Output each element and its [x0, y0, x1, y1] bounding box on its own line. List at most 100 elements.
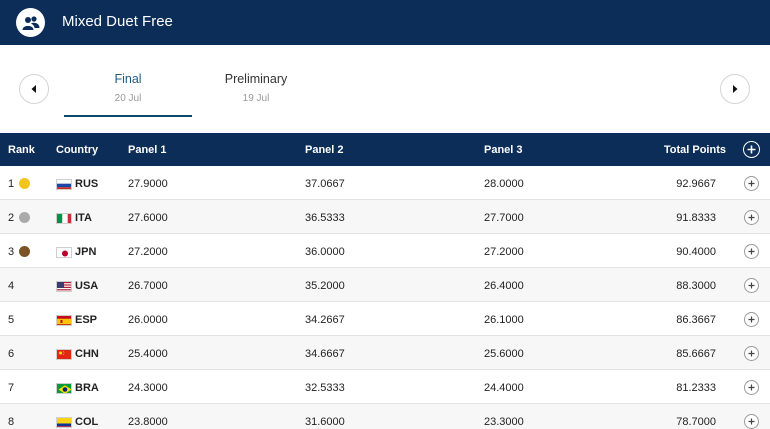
flag-china-icon — [56, 349, 72, 360]
caret-left-icon — [31, 85, 36, 93]
expand-row-button[interactable] — [744, 380, 759, 395]
panel-2-cell: 34.6667 — [305, 348, 345, 360]
total-points-cell: 86.3667 — [676, 314, 716, 326]
results-table-header: Rank Country Panel 1 Panel 2 Panel 3 Tot… — [0, 133, 770, 166]
plus-icon — [748, 384, 755, 391]
country-cell: RUS — [75, 178, 99, 190]
column-panel-3[interactable]: Panel 3 — [484, 144, 523, 156]
panel-3-cell: 27.7000 — [484, 212, 524, 224]
panel-3-cell: 24.4000 — [484, 382, 524, 394]
gold-medal-icon — [19, 178, 30, 189]
tab-final[interactable]: Final 20 Jul — [64, 69, 192, 117]
panel-1-cell: 24.3000 — [128, 382, 168, 394]
table-row[interactable]: 2 ITA 27.6000 36.5333 27.7000 91.8333 — [0, 200, 770, 234]
flag-japan-icon — [56, 247, 72, 258]
panel-3-cell: 27.2000 — [484, 246, 524, 258]
tab-final-date: 20 Jul — [114, 93, 142, 104]
panel-1-cell: 27.9000 — [128, 178, 168, 190]
flag-colombia-icon — [56, 417, 72, 428]
panel-2-cell: 34.2667 — [305, 314, 345, 326]
table-row[interactable]: 7 BRA 24.3000 32.5333 24.4000 81.2333 — [0, 370, 770, 404]
flag-russia-icon — [56, 179, 72, 190]
expand-row-button[interactable] — [744, 210, 759, 225]
country-cell: ITA — [75, 212, 92, 224]
expand-row-button[interactable] — [744, 244, 759, 259]
expand-row-button[interactable] — [744, 176, 759, 191]
country-cell: JPN — [75, 246, 97, 258]
tab-preliminary-label: Preliminary — [224, 72, 288, 86]
expand-row-button[interactable] — [744, 414, 759, 429]
rank-cell: 1 — [8, 178, 15, 190]
column-country[interactable]: Country — [56, 144, 99, 156]
event-header: Mixed Duet Free — [0, 0, 770, 45]
country-cell: USA — [75, 280, 99, 292]
expand-row-button[interactable] — [744, 312, 759, 327]
panel-3-cell: 26.4000 — [484, 280, 524, 292]
plus-icon — [748, 214, 755, 221]
rank-cell: 4 — [8, 280, 15, 292]
panel-1-cell: 27.2000 — [128, 246, 168, 258]
rank-cell: 6 — [8, 348, 15, 360]
panel-2-cell: 31.6000 — [305, 416, 345, 428]
total-points-cell: 81.2333 — [676, 382, 716, 394]
flag-brazil-icon — [56, 383, 72, 394]
panel-2-cell: 37.0667 — [305, 178, 345, 190]
plus-icon — [748, 418, 755, 425]
panel-1-cell: 27.6000 — [128, 212, 168, 224]
caret-right-icon — [733, 85, 738, 93]
previous-round-button[interactable] — [19, 74, 49, 104]
table-row[interactable]: 4 USA 26.7000 35.2000 26.4000 88.3000 — [0, 268, 770, 302]
total-points-cell: 78.7000 — [676, 416, 716, 428]
plus-icon — [748, 350, 755, 357]
expand-row-button[interactable] — [744, 278, 759, 293]
flag-spain-icon — [56, 315, 72, 326]
table-row[interactable]: 3 JPN 27.2000 36.0000 27.2000 90.4000 — [0, 234, 770, 268]
panel-2-cell: 36.0000 — [305, 246, 345, 258]
panel-3-cell: 26.1000 — [484, 314, 524, 326]
panel-2-cell: 32.5333 — [305, 382, 345, 394]
rank-cell: 2 — [8, 212, 15, 224]
next-round-button[interactable] — [720, 74, 750, 104]
total-points-cell: 88.3000 — [676, 280, 716, 292]
column-total-points[interactable]: Total Points — [663, 144, 726, 156]
plus-icon — [748, 282, 755, 289]
tab-final-label: Final — [114, 72, 142, 86]
column-rank[interactable]: Rank — [8, 144, 35, 156]
column-panel-2[interactable]: Panel 2 — [305, 144, 344, 156]
panel-3-cell: 25.6000 — [484, 348, 524, 360]
flag-usa-icon — [56, 281, 72, 292]
panel-3-cell: 28.0000 — [484, 178, 524, 190]
table-row[interactable]: 8 COL 23.8000 31.6000 23.3000 78.7000 — [0, 404, 770, 429]
panel-3-cell: 23.3000 — [484, 416, 524, 428]
bronze-medal-icon — [19, 246, 30, 257]
table-row[interactable]: 5 ESP 26.0000 34.2667 26.1000 86.3667 — [0, 302, 770, 336]
panel-2-cell: 36.5333 — [305, 212, 345, 224]
rank-cell: 3 — [8, 246, 15, 258]
plus-icon — [748, 316, 755, 323]
column-panel-1[interactable]: Panel 1 — [128, 144, 167, 156]
rank-cell: 8 — [8, 416, 15, 428]
total-points-cell: 92.9667 — [676, 178, 716, 190]
rank-cell: 7 — [8, 382, 15, 394]
total-points-cell: 90.4000 — [676, 246, 716, 258]
country-cell: BRA — [75, 382, 99, 394]
table-row[interactable]: 6 CHN 25.4000 34.6667 25.6000 85.6667 — [0, 336, 770, 370]
tab-preliminary[interactable]: Preliminary 19 Jul — [192, 69, 320, 117]
rank-cell: 5 — [8, 314, 15, 326]
panel-1-cell: 26.7000 — [128, 280, 168, 292]
panel-2-cell: 35.2000 — [305, 280, 345, 292]
panel-1-cell: 23.8000 — [128, 416, 168, 428]
table-row[interactable]: 1 RUS 27.9000 37.0667 28.0000 92.9667 — [0, 166, 770, 200]
country-cell: ESP — [75, 314, 98, 326]
flag-italy-icon — [56, 213, 72, 224]
total-points-cell: 85.6667 — [676, 348, 716, 360]
silver-medal-icon — [19, 212, 30, 223]
plus-icon — [748, 180, 755, 187]
plus-icon — [747, 145, 756, 154]
panel-1-cell: 26.0000 — [128, 314, 168, 326]
page-title: Mixed Duet Free — [62, 13, 173, 30]
expand-row-button[interactable] — [744, 346, 759, 361]
country-cell: CHN — [75, 348, 99, 360]
expand-all-button[interactable] — [743, 141, 760, 158]
tab-preliminary-date: 19 Jul — [242, 93, 270, 104]
